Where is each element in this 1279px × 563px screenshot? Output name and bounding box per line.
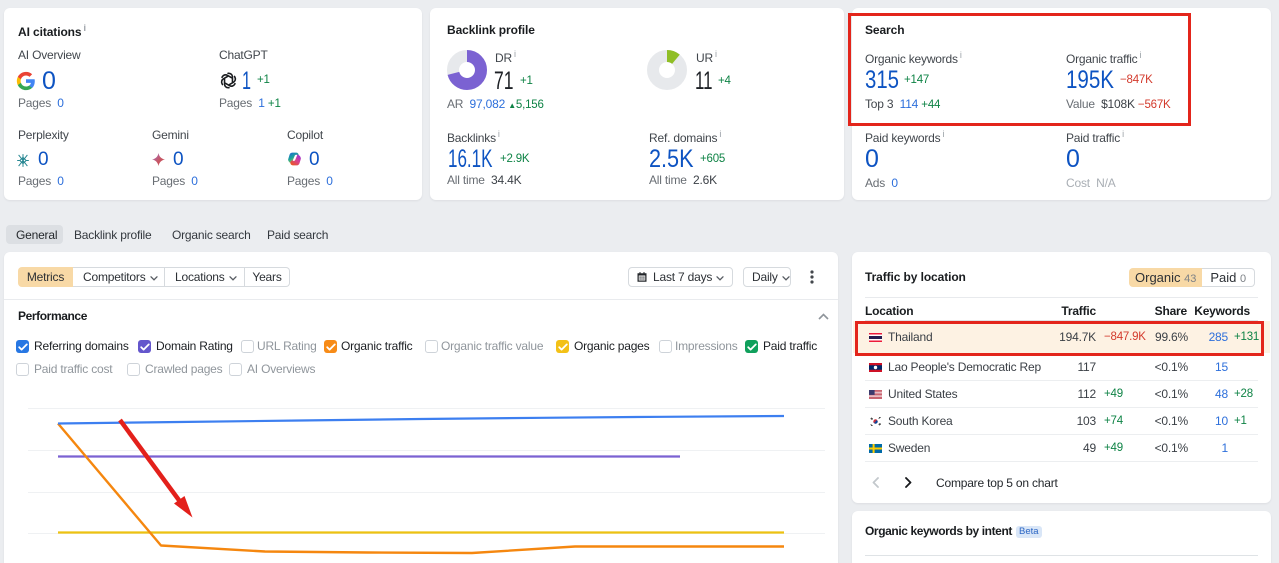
svg-text:195K: 195K [1066, 66, 1114, 94]
svg-text:11: 11 [695, 67, 713, 95]
svg-text:1: 1 [242, 67, 251, 95]
svg-text:16.1K: 16.1K [448, 145, 493, 173]
svg-text:2.5K: 2.5K [649, 145, 694, 173]
svg-text:315: 315 [865, 66, 899, 94]
svg-text:71: 71 [494, 67, 514, 95]
